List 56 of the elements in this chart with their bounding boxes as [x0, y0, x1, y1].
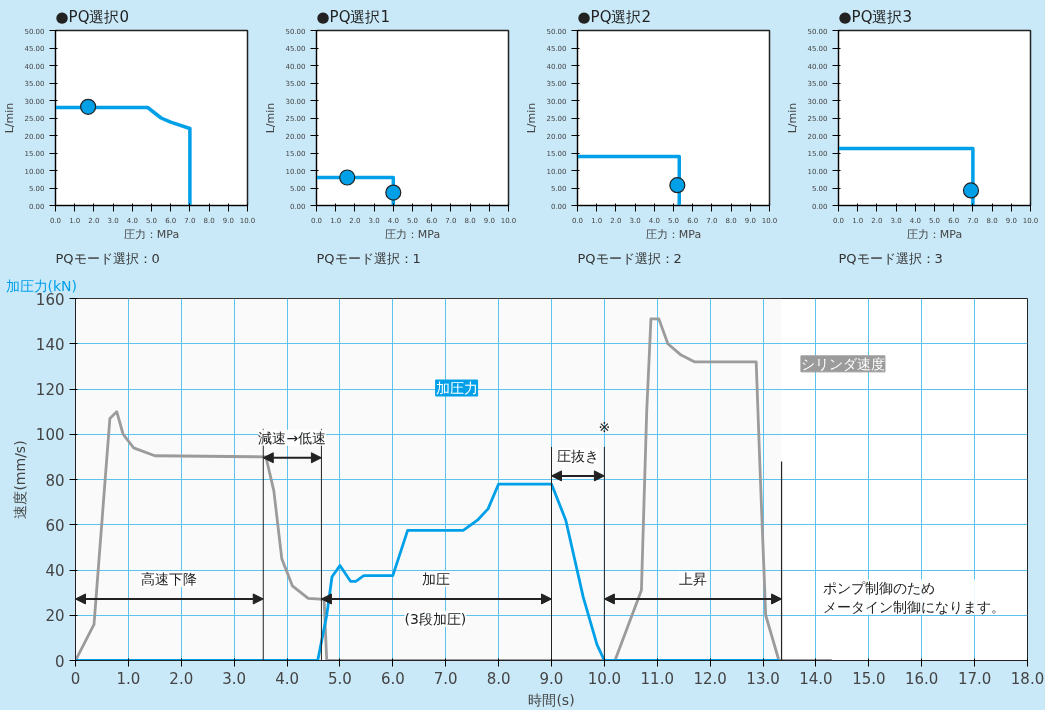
- x-axis-title: 圧力：MPa: [645, 227, 702, 241]
- x-tick-label: 2.0: [169, 669, 194, 688]
- x-tick-label: 15.0: [852, 669, 886, 688]
- band-label: 減速→低速: [258, 429, 327, 446]
- x-axis-title: 時間(s): [528, 691, 575, 708]
- text: シリンダ速度: [800, 355, 885, 372]
- y-tick-label: 60: [45, 516, 65, 535]
- chart-title: ●PQ選択0: [55, 7, 129, 26]
- y-tick-label: 140: [35, 335, 65, 354]
- y-axis-title: L/min: [3, 102, 17, 134]
- y-axis-title: L/min: [525, 102, 539, 134]
- text: 加圧力(kN): [5, 277, 78, 294]
- x-tick-label: 6.0: [380, 669, 405, 688]
- annotation: (3段加圧): [404, 610, 467, 627]
- x-axis-title: 圧力：MPa: [123, 227, 180, 241]
- y-tick-label: 120: [35, 381, 65, 399]
- text: PQモード選択：2: [577, 250, 682, 266]
- y-tick-label: 40: [45, 562, 65, 580]
- x-tick-label: 5.0: [328, 669, 352, 688]
- y-tick-label: 0: [54, 652, 65, 671]
- x-tick-label: 16.0: [905, 669, 939, 688]
- x-tick-label: 7.0: [433, 669, 458, 688]
- x-tick-label: 14.0: [799, 669, 833, 688]
- y-tick-label: 20: [45, 607, 65, 626]
- text: 加圧力: [435, 380, 478, 397]
- band-label: 圧抜き: [556, 447, 599, 464]
- y-axis-title: L/min: [264, 102, 278, 134]
- y-tick-label: 80: [45, 471, 65, 490]
- line-series: [75, 482, 781, 661]
- text: PQモード選択：0: [55, 250, 160, 266]
- chart-title: ●PQ選択3: [838, 7, 912, 26]
- band-label: 上昇: [678, 570, 707, 587]
- band-label: 加圧: [422, 570, 451, 587]
- x-tick-label: 3.0: [222, 669, 247, 688]
- x-tick-label: 4.0: [275, 669, 299, 688]
- x-axis-title: 圧力：MPa: [384, 227, 441, 241]
- x-tick-label: 12.0: [693, 669, 727, 688]
- x-axis-title: 圧力：MPa: [906, 227, 963, 241]
- x-tick-label: 13.0: [746, 669, 780, 688]
- x-tick-label: 9.0: [539, 669, 564, 688]
- x-tick-label: 18.0: [1010, 669, 1045, 688]
- y-tick-label: 100: [35, 426, 65, 445]
- x-tick-label: 8.0: [486, 669, 511, 688]
- y-axis-title: 速度(mm/s): [11, 440, 28, 519]
- text: PQモード選択：1: [316, 250, 421, 266]
- x-tick-label: 1.0: [116, 669, 141, 688]
- x-tick-label: 17.0: [957, 669, 992, 688]
- band-label: 高速下降: [141, 570, 198, 587]
- y-axis-title: L/min: [786, 102, 800, 134]
- text: PQモード選択：3: [838, 250, 943, 266]
- x-tick-label: 10.0: [587, 669, 622, 688]
- chart-title: ●PQ選択2: [577, 7, 651, 26]
- annotation: ポンプ制御のためメータイン制御になります。: [822, 579, 1005, 615]
- chart-title: ●PQ選択1: [316, 7, 390, 26]
- x-tick-label: 0: [70, 669, 81, 688]
- x-tick-label: 11.0: [640, 669, 674, 688]
